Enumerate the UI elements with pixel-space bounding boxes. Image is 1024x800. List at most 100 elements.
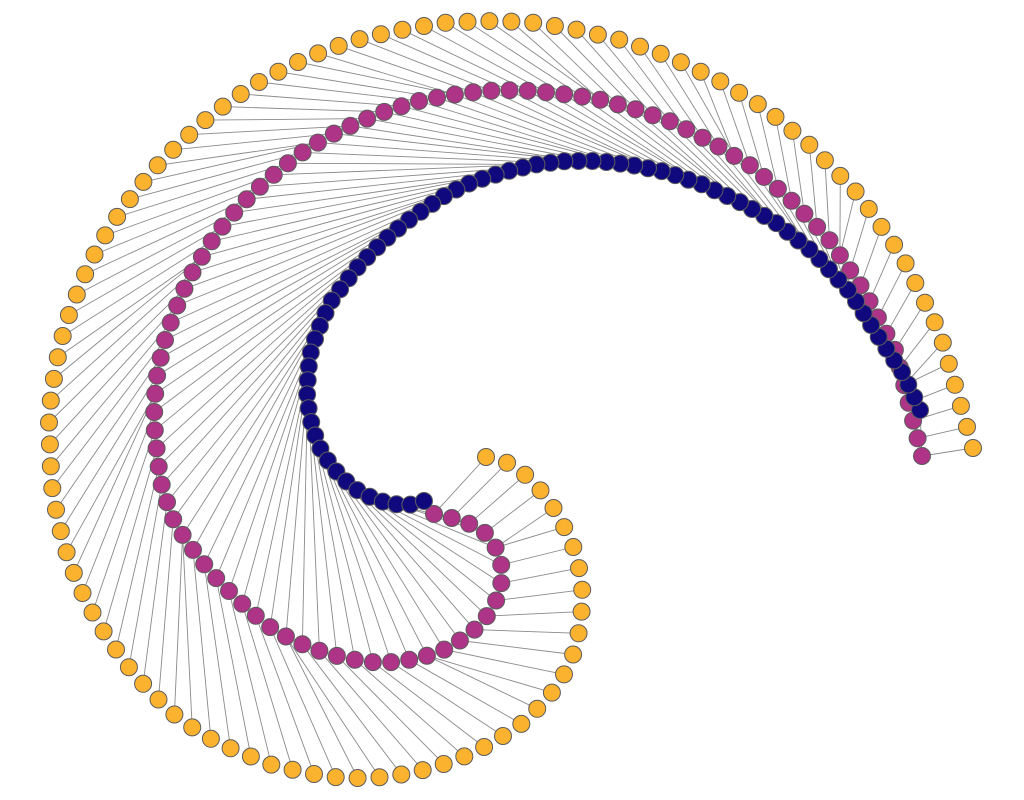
edge-outer-middle: [205, 118, 368, 121]
middle-node: [327, 646, 346, 665]
edge-middle-core: [287, 162, 537, 165]
outer-node: [542, 683, 561, 702]
middle-node: [677, 120, 696, 139]
edge-outer-middle: [285, 636, 380, 778]
middle-node: [795, 204, 814, 223]
outer-node: [800, 135, 819, 154]
middle-node: [375, 102, 394, 121]
edge-outer-middle: [869, 244, 895, 302]
outer-node: [96, 226, 115, 245]
edge-outer-middle: [94, 186, 261, 255]
edge-outer-middle: [501, 546, 574, 566]
edge-outer-middle: [297, 61, 455, 95]
middle-node: [207, 569, 226, 588]
middle-node: [233, 594, 252, 613]
outer-node: [815, 151, 834, 170]
middle-node: [425, 505, 443, 523]
middle-node: [465, 620, 484, 639]
middle-node: [908, 429, 927, 448]
outer-node: [569, 624, 588, 643]
edge-outer-middle: [82, 411, 155, 594]
middle-node: [643, 106, 662, 125]
outer-node: [107, 640, 125, 659]
middle-node: [477, 607, 496, 626]
middle-node: [164, 510, 183, 529]
outer-node: [415, 17, 433, 35]
outer-node: [671, 53, 690, 72]
edge-middle-core: [327, 460, 445, 650]
edge-outer-middle: [660, 53, 719, 147]
middle-node: [435, 640, 454, 659]
outer-node: [413, 761, 432, 780]
core-node: [415, 492, 433, 510]
outer-node: [196, 111, 215, 130]
edge-outer-middle: [50, 272, 193, 401]
middle-node: [410, 92, 428, 110]
outer-node: [494, 727, 512, 745]
middle-node: [341, 116, 360, 135]
outer-node: [545, 17, 564, 35]
outer-node: [573, 580, 592, 599]
edge-outer-middle: [808, 144, 818, 227]
middle-node: [213, 217, 232, 236]
edge-outer-middle: [359, 38, 492, 92]
middle-node: [158, 493, 176, 512]
edge-outer-middle: [338, 45, 474, 93]
edge-outer-middle: [474, 629, 579, 634]
outer-node: [564, 645, 583, 664]
edge-outer-middle: [157, 142, 318, 166]
middle-node: [591, 90, 610, 109]
edge-outer-middle: [66, 393, 156, 553]
edge-outer-middle: [738, 92, 765, 178]
middle-node: [145, 421, 164, 440]
middle-node: [149, 457, 168, 476]
outer-node: [221, 739, 240, 758]
outer-node: [119, 658, 138, 677]
edge-outer-middle: [278, 71, 438, 99]
edge-outer-middle: [886, 282, 916, 334]
outer-node: [392, 765, 411, 784]
outer-node: [134, 172, 153, 191]
edge-outer-middle: [57, 256, 203, 358]
outer-node: [393, 20, 412, 39]
edge-outer-middle: [680, 61, 735, 157]
middle-node: [450, 631, 469, 650]
outer-node: [906, 274, 925, 292]
edge-outer-middle: [532, 22, 619, 105]
edge-outer-middle: [105, 174, 274, 236]
outer-node: [528, 699, 547, 718]
middle-node: [740, 156, 759, 175]
outer-node: [350, 30, 369, 49]
outer-node: [148, 156, 167, 175]
outer-node: [958, 417, 976, 436]
edge-outer-middle: [899, 322, 936, 368]
edge-outer-middle: [336, 655, 445, 765]
middle-node: [151, 348, 170, 367]
middle-node: [250, 177, 269, 196]
outer-node: [859, 199, 878, 218]
edge-outer-middle: [877, 263, 907, 318]
edge-outer-middle: [700, 71, 735, 157]
edge-outer-middle: [372, 661, 485, 748]
middle-node: [518, 81, 537, 100]
middle-node: [237, 190, 256, 209]
edge-middle-core: [177, 195, 445, 306]
edge-outer-middle: [240, 93, 402, 107]
middle-node: [460, 514, 479, 533]
edge-outer-middle: [317, 52, 456, 95]
outer-node: [964, 439, 982, 457]
edge-outer-middle: [302, 644, 402, 775]
edge-outer-middle: [285, 636, 359, 779]
outer-node: [631, 37, 649, 56]
edge-outer-middle: [390, 661, 504, 737]
edge-outer-middle: [73, 393, 156, 574]
edge-outer-middle: [894, 302, 926, 351]
edge-middle-core: [170, 203, 433, 324]
edge-outer-middle: [241, 603, 294, 770]
middle-node: [725, 146, 744, 165]
edge-outer-middle: [459, 640, 574, 655]
edge-outer-middle: [173, 534, 184, 715]
edge-outer-middle: [408, 659, 522, 725]
middle-node: [768, 179, 787, 198]
outer-node: [925, 313, 944, 332]
